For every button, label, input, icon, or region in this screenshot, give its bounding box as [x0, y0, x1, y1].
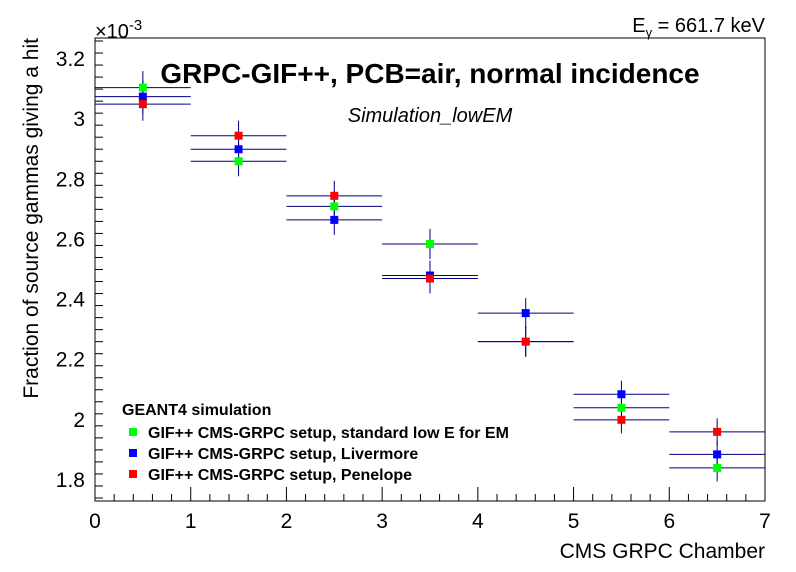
data-point — [713, 427, 722, 436]
y-tick-label: 2 — [73, 409, 85, 432]
x-tick-label: 0 — [89, 510, 101, 533]
data-point — [234, 157, 243, 166]
data-point — [617, 415, 626, 424]
x-tick-label: 5 — [568, 510, 580, 533]
legend: GEANT4 simulation GIF++ CMS-GRPC setup, … — [122, 402, 509, 484]
data-point — [426, 274, 434, 283]
x-tick-label: 7 — [759, 510, 771, 533]
x-tick-label: 2 — [281, 510, 293, 533]
data-point — [138, 83, 147, 92]
data-point — [713, 463, 722, 472]
data-point — [330, 202, 339, 211]
legend-marker — [129, 449, 137, 457]
x-tick-label: 6 — [663, 510, 675, 533]
energy-label: Eγ = 661.7 keV — [632, 15, 765, 40]
y-tick-label: 2.2 — [56, 349, 85, 372]
data-point — [330, 191, 339, 200]
y-exponent-label: ×10-3 — [95, 17, 142, 43]
legend-entry-label: GIF++ CMS-GRPC setup, standard low E for… — [148, 425, 509, 442]
axes: 0 1 2 3 4 5 6 7 1.8 2 2.2 2.4 2.6 2.8 3 3.2 — [56, 40, 771, 533]
x-tick-label: 3 — [376, 510, 388, 533]
data-point — [617, 390, 626, 399]
x-axis-label: CMS GRPC Chamber — [560, 540, 765, 563]
y-tick-label: 1.8 — [56, 469, 85, 492]
y-tick-label: 3.2 — [56, 48, 85, 71]
data-point — [426, 239, 434, 248]
data-point — [138, 92, 147, 101]
data-point — [713, 450, 722, 459]
x-tick-label: 1 — [185, 510, 197, 533]
data-point — [521, 309, 530, 318]
y-tick-label: 2.8 — [56, 168, 85, 191]
y-tick-label: 2.4 — [56, 289, 86, 312]
legend-marker — [129, 428, 137, 436]
y-tick-label: 2.6 — [56, 228, 85, 251]
chart-title: GRPC-GIF++, PCB=air, normal incidence — [160, 58, 699, 89]
y-axis-label: Fraction of source gammas giving a hit — [20, 38, 43, 399]
data-point — [234, 145, 243, 154]
legend-items: GIF++ CMS-GRPC setup, standard low E for… — [129, 425, 509, 484]
data-point — [521, 337, 530, 346]
x-tick-label: 4 — [472, 510, 484, 533]
y-tick-label: 3 — [73, 108, 85, 131]
data-point — [330, 215, 339, 224]
legend-title: GEANT4 simulation — [122, 402, 271, 419]
data-point — [138, 100, 147, 109]
data-point — [617, 403, 626, 412]
data-markers — [138, 83, 722, 472]
legend-marker — [129, 470, 137, 478]
data-point — [234, 131, 243, 140]
chart-subtitle: Simulation_lowEM — [348, 105, 513, 127]
legend-entry-label: GIF++ CMS-GRPC setup, Penelope — [148, 467, 412, 484]
legend-entry-label: GIF++ CMS-GRPC setup, Livermore — [148, 446, 418, 463]
